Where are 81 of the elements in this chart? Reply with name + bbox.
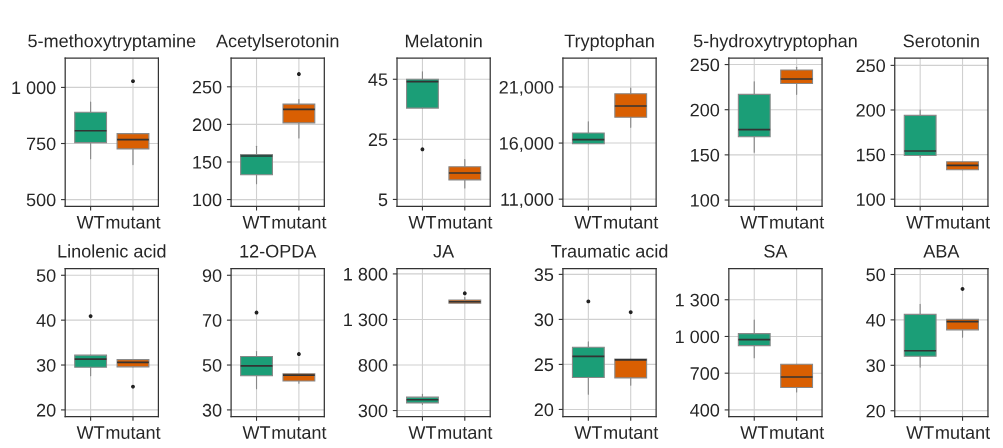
y-tick-label: 100 [193, 193, 222, 207]
y-tick-label: 50 [36, 269, 56, 282]
y-tick-label: 100 [856, 193, 886, 206]
y-tick-label: 1 800 [344, 267, 388, 281]
x-tick-label: mutant [272, 216, 327, 229]
chart-title: 12-OPDA [240, 244, 317, 258]
y-tick-label: 20 [36, 403, 56, 417]
y-tick-label: 200 [192, 118, 222, 132]
chart-title: SA [764, 244, 788, 258]
y-tick-label: 250 [856, 59, 886, 73]
x-tick-label: WT [242, 426, 271, 439]
y-tick-label: 21,000 [499, 80, 554, 96]
y-tick-label: 40 [36, 314, 56, 327]
y-tick-label: 20 [534, 403, 554, 417]
y-tick-label: 200 [856, 103, 886, 117]
x-tick-label: mutant [272, 427, 327, 439]
x-tick-label: mutant [106, 427, 161, 439]
y-tick-label: 30 [202, 403, 222, 417]
y-tick-label: 400 [690, 403, 720, 417]
x-tick-label: mutant [438, 427, 493, 439]
x-tick-label: mutant [604, 216, 659, 229]
x-tick-label: WT [740, 426, 768, 439]
x-tick-label: WT [408, 216, 437, 229]
x-tick-label: WT [906, 426, 934, 439]
y-tick-label: 150 [193, 155, 222, 169]
chart-title: JA [433, 245, 455, 258]
y-tick-label: 50 [866, 268, 886, 282]
y-tick-label: 200 [690, 103, 720, 117]
x-tick-label: WT [574, 426, 602, 439]
y-tick-label: 25 [368, 133, 388, 147]
x-tick-label: mutant [936, 216, 990, 229]
y-tick-label: 800 [358, 358, 388, 372]
y-tick-label: 50 [202, 358, 222, 372]
x-tick-label: WT [408, 426, 437, 439]
y-tick-label: 70 [202, 314, 222, 327]
chart-title: ABA [923, 245, 960, 258]
y-tick-label: 30 [36, 358, 56, 372]
y-tick-label: 1 300 [344, 313, 388, 327]
y-tick-label: 700 [690, 367, 720, 380]
y-tick-label: 750 [26, 137, 56, 151]
x-tick-label: WT [574, 216, 602, 229]
chart-title: Serotonin [903, 34, 979, 48]
y-tick-label: 1 300 [676, 293, 720, 307]
chart-title: Melatonin [405, 34, 482, 48]
x-tick-label: WT [76, 426, 105, 439]
y-tick-label: 90 [202, 269, 222, 282]
y-tick-label: 5 [378, 193, 388, 207]
x-tick-label: mutant [438, 216, 493, 229]
chart-title: 5-hydroxytryptophan [693, 34, 857, 51]
x-tick-label: mutant [936, 427, 990, 439]
chart-title: Traumatic acid [551, 244, 668, 258]
y-tick-label: 1 000 [12, 81, 56, 95]
y-tick-label: 25 [534, 358, 554, 372]
y-tick-label: 20 [866, 404, 886, 418]
chart-title: 5-methoxytryptamine [28, 34, 196, 51]
chart-title: Linolenic acid [58, 244, 166, 258]
y-tick-label: 35 [534, 268, 554, 282]
x-tick-label: WT [740, 216, 768, 229]
y-tick-label: 30 [866, 359, 886, 373]
x-tick-label: mutant [106, 216, 161, 229]
y-tick-label: 30 [534, 313, 554, 327]
x-tick-label: WT [242, 216, 271, 229]
chart-title: Tryptophan [564, 34, 654, 51]
y-tick-label: 500 [26, 193, 56, 207]
y-tick-label: 150 [856, 148, 886, 162]
y-tick-label: 300 [358, 404, 388, 418]
y-tick-label: 11,000 [501, 193, 554, 209]
x-tick-label: mutant [770, 216, 825, 229]
y-tick-label: 250 [690, 58, 720, 72]
x-tick-label: mutant [604, 427, 659, 439]
y-tick-label: 250 [192, 80, 222, 94]
y-tick-label: 150 [691, 148, 720, 162]
y-tick-label: 1 000 [676, 330, 720, 344]
y-tick-label: 45 [368, 73, 388, 86]
chart-title: Acetylserotonin [216, 34, 339, 51]
y-tick-label: 16,000 [500, 136, 554, 152]
x-tick-label: WT [906, 216, 934, 229]
y-tick-label: 100 [691, 193, 720, 207]
x-tick-label: WT [76, 216, 105, 229]
x-tick-label: mutant [770, 427, 825, 439]
y-tick-label: 40 [866, 313, 886, 327]
